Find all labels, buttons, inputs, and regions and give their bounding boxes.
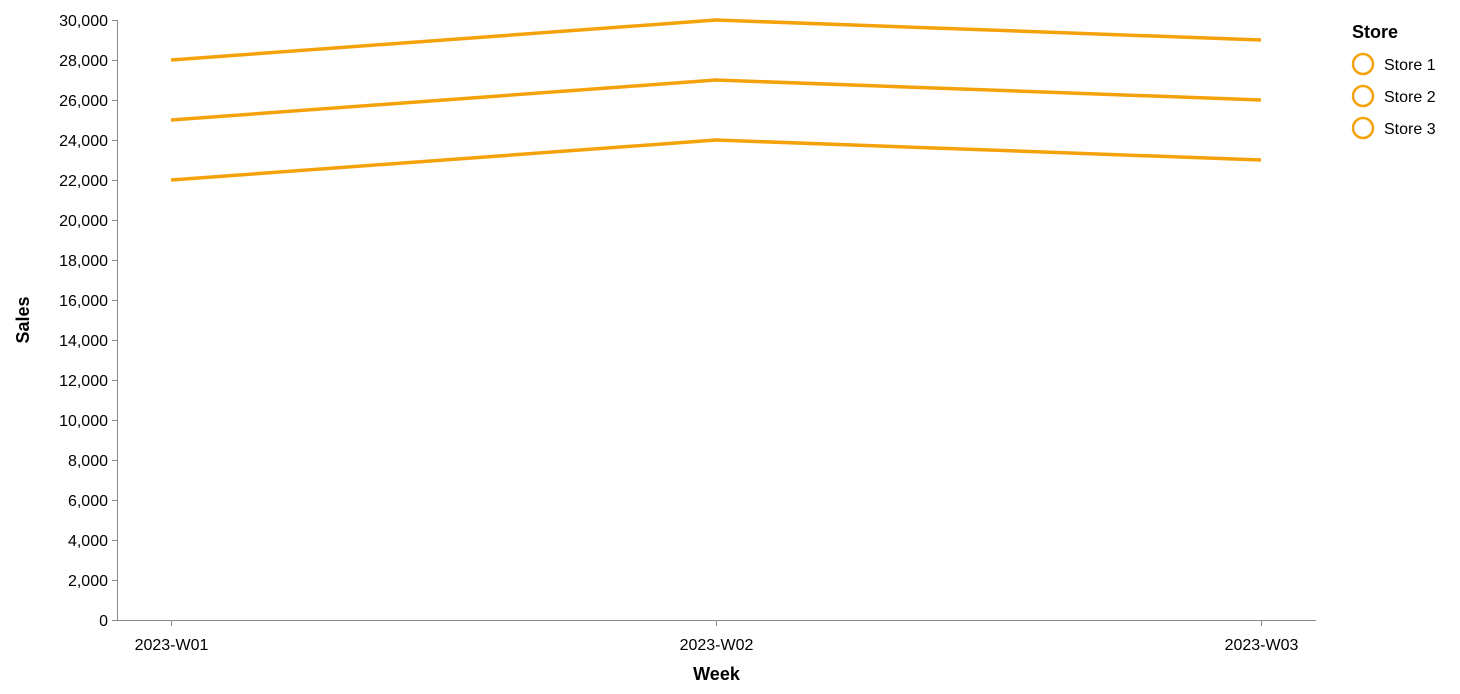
series-line-store-2 bbox=[170, 78, 1262, 122]
series-line-store-1 bbox=[170, 18, 1262, 62]
y-tick-label: 16,000 bbox=[59, 293, 108, 310]
legend-label: Store 3 bbox=[1384, 121, 1436, 138]
x-axis-title: Week bbox=[693, 664, 741, 684]
y-tick-label: 24,000 bbox=[59, 133, 108, 150]
legend-items: Store 1 Store 2 Store 3 bbox=[1351, 52, 1436, 140]
legend-symbol bbox=[1351, 52, 1375, 76]
series-lines bbox=[170, 18, 1262, 182]
legend-item: Store 3 bbox=[1351, 116, 1436, 140]
y-tick-label: 18,000 bbox=[59, 253, 108, 270]
y-tick-label: 22,000 bbox=[59, 173, 108, 190]
legend-item: Store 2 bbox=[1351, 84, 1436, 108]
legend-label: Store 1 bbox=[1384, 57, 1436, 74]
y-tick-label: 2,000 bbox=[68, 573, 108, 590]
x-axis: 2023-W01 2023-W02 2023-W03 bbox=[117, 620, 1316, 654]
y-tick-label: 14,000 bbox=[59, 333, 108, 350]
legend-symbol bbox=[1351, 116, 1375, 140]
x-tick-label: 2023-W01 bbox=[135, 637, 209, 654]
y-tick-label: 30,000 bbox=[59, 13, 108, 30]
y-tick-label: 20,000 bbox=[59, 213, 108, 230]
y-tick-label: 8,000 bbox=[68, 453, 108, 470]
y-tick-label: 0 bbox=[99, 613, 108, 630]
y-tick-label: 4,000 bbox=[68, 533, 108, 550]
x-tick-label: 2023-W03 bbox=[1225, 637, 1299, 654]
y-tick-label: 28,000 bbox=[59, 53, 108, 70]
x-tick-label: 2023-W02 bbox=[680, 637, 754, 654]
legend-title: Store bbox=[1352, 22, 1398, 42]
legend-symbol bbox=[1351, 84, 1375, 108]
y-axis-title: Sales bbox=[13, 296, 33, 343]
y-axis: 0 2,000 4,000 6,000 8,000 10,000 12,000 14,000 1… bbox=[59, 13, 118, 630]
y-tick-label: 26,000 bbox=[59, 93, 108, 110]
y-tick-label: 6,000 bbox=[68, 493, 108, 510]
legend: Store Store 1 Store 2 Store 3 bbox=[1351, 22, 1436, 140]
series-line-store-3 bbox=[170, 138, 1262, 182]
legend-label: Store 2 bbox=[1384, 89, 1436, 106]
legend-item: Store 1 bbox=[1351, 52, 1436, 76]
y-tick-label: 10,000 bbox=[59, 413, 108, 430]
y-tick-label: 12,000 bbox=[59, 373, 108, 390]
